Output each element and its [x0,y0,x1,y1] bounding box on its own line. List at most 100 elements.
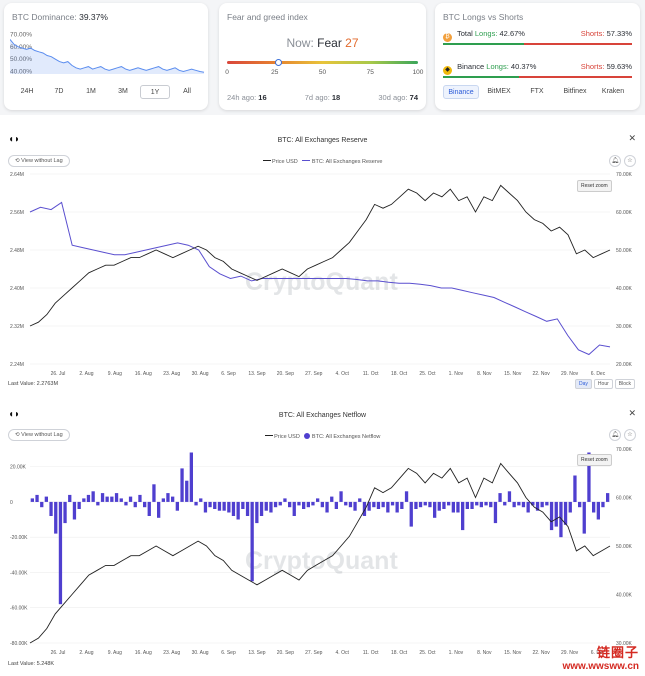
exchange-tab-bitfinex[interactable]: Bitfinex [563,88,587,95]
fg-30d-label: 30d ago: [378,93,408,102]
binance-longs-shorts-row: ◆ Binance Longs: 40.37% Shorts: 59.63% [443,62,632,75]
netflow-bar [292,501,296,516]
netflow-bar [297,501,301,506]
range-tab-3m[interactable]: 3M [118,88,128,95]
legend-price-label[interactable]: Price USD [274,434,300,440]
close-icon[interactable]: ✕ [628,133,636,143]
close-icon[interactable]: ✕ [628,408,636,418]
dominance-area-chart: 70.00%60.00%50.00%40.00% [10,31,205,76]
fg-24h: 24h ago: 16 [227,93,267,102]
range-tab-all[interactable]: All [183,88,191,95]
netflow-bar [362,501,367,516]
netflow-bar [526,501,530,513]
netflow-bar [105,496,109,502]
x-tick: 6. Sep [221,650,236,656]
star-icon[interactable]: ☆ [624,155,636,167]
reserve-chart-plot: 2.64M 2.56M 2.48M 2.40M 2.32M 2.24M 70.00K 60.0… [10,172,633,377]
netflow-chart-panel: ◖◗ BTC: All Exchanges Netflow ✕ ⟲ View w… [0,403,645,676]
range-tab-1m[interactable]: 1M [86,88,96,95]
y-left-tick: 2.64M [10,172,24,178]
exchange-tab-ftx[interactable]: FTX [530,88,544,95]
legend-series-label[interactable]: BTC: All Exchanges Netflow [311,434,381,440]
netflow-bar [278,501,282,506]
star-icon[interactable]: ☆ [624,429,636,441]
netflow-bar [175,501,179,511]
netflow-bar [217,501,222,511]
exchange-tab-binance[interactable]: Binance [443,85,479,99]
netflow-bar [273,501,278,508]
view-without-lag-label: View without Lag [21,158,63,164]
cryptoquant-logo-icon: ◖◗ [8,134,21,145]
netflow-bar [563,501,568,525]
netflow-bar [325,501,329,513]
view-without-lag-button[interactable]: ⟲ View without Lag [8,155,70,167]
netflow-bar [475,501,479,506]
exchange-tabs: Binance BitMEX FTX Bitfinex Kraken [443,85,631,99]
netflow-bar [133,501,137,508]
netflow-bar [535,501,540,511]
total-longs-value: 42.67% [499,29,525,38]
fear-greed-now: Now: Fear 27 [219,36,426,50]
x-tick: 23. Aug [163,371,180,377]
fear-greed-card: Fear and greed index Now: Fear 27 0 25 50 7… [219,3,426,110]
netflow-bar [395,501,399,513]
fear-greed-title: Fear and greed index [227,12,308,22]
price-line [29,462,611,644]
timeframe-tab-day[interactable]: Day [575,379,592,389]
netflow-bar [381,501,385,508]
x-tick: 1. Nov [449,650,464,656]
y-right-tick: 60.00K [616,210,633,216]
netflow-bar [283,498,287,502]
range-tab-7d[interactable]: 7D [54,88,64,95]
total-short-fill [523,43,632,45]
cryptoquant-watermark: CryptoQuant [245,268,398,296]
site-badge-url: www.wwsww.cn [562,661,640,672]
netflow-bar [367,501,371,511]
x-tick: 29. Nov [561,650,579,656]
top-widgets-bar: BTC Dominance: 39.37% 70.00% 60.00% 50.00%… [0,0,645,115]
legend-price-label[interactable]: Price USD [272,159,298,165]
timeframe-tab-block[interactable]: Block [614,379,635,389]
reserve-chart-panel: ◖◗ BTC: All Exchanges Reserve ✕ ⟲ View w… [0,128,645,392]
timeframe-tab-hour[interactable]: Hour [593,379,613,389]
y-right-tick: 30.00K [616,641,633,647]
netflow-bar [372,501,376,508]
reset-zoom-button[interactable]: Reset zoom [577,180,612,192]
netflow-bar [521,501,526,508]
netflow-bar [531,501,535,506]
netflow-bar [545,501,549,506]
fear-greed-tick: 75 [366,69,374,76]
total-longs: Total Longs: 42.67% [457,29,525,38]
alert-bell-icon[interactable]: 🔔︎ [609,429,621,441]
range-tab-1y[interactable]: 1Y [140,85,170,99]
dominance-ytick: 70.00% [10,31,32,38]
binance-icon: ◆ [443,66,452,75]
legend-series-dot [304,433,311,439]
x-tick: 20. Sep [277,650,294,656]
exchange-tab-kraken[interactable]: Kraken [601,88,625,95]
x-tick: 26. Jul [51,371,66,377]
netflow-bar [30,498,34,502]
legend-series-label[interactable]: BTC: All Exchanges Reserve [311,159,383,165]
reset-zoom-button[interactable]: Reset zoom [577,454,612,466]
netflow-bar [255,501,259,524]
x-tick: 23. Aug [163,650,180,656]
netflow-bar [578,501,582,508]
alert-bell-icon[interactable]: 🔔︎ [609,155,621,167]
netflow-bar [470,501,474,509]
view-without-lag-button[interactable]: ⟲ View without Lag [8,429,70,441]
netflow-bar [376,501,381,509]
y-right-tick: 40.00K [616,286,633,292]
netflow-bar [35,494,39,502]
bitcoin-icon: ₿ [443,33,452,42]
exchange-tab-bitmex[interactable]: BitMEX [487,88,511,95]
x-tick: 30. Aug [192,371,209,377]
range-tab-24h[interactable]: 24H [20,88,34,95]
netflow-bar [194,501,198,506]
x-tick: 6. Sep [221,371,236,377]
binance-longs: Binance Longs: 40.37% [457,62,536,71]
netflow-bar [409,501,413,527]
netflow-bar [404,491,409,502]
reserve-last-value: Last Value: 2.2763M [8,381,59,387]
netflow-bar [143,501,147,508]
